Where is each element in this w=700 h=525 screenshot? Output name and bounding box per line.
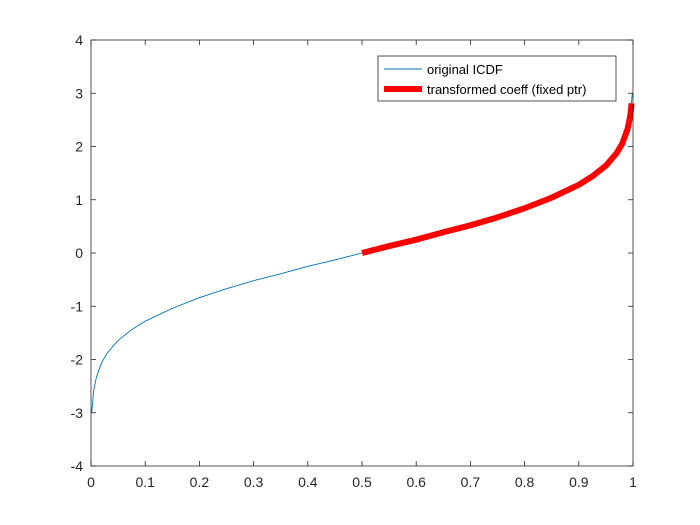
legend-label-1: original ICDF (427, 62, 503, 77)
x-tick-label: 0.4 (298, 474, 318, 490)
y-tick-label: 1 (75, 192, 83, 208)
y-tick-label: -3 (71, 405, 84, 421)
series-layer (91, 93, 635, 413)
x-tick-label: 0.3 (244, 474, 264, 490)
legend: original ICDF transformed coeff (fixed pt… (377, 55, 617, 102)
x-tick-label: 0 (87, 474, 95, 490)
y-tick-label: -2 (71, 352, 84, 368)
y-tick-label: 2 (75, 139, 83, 155)
x-tick-label: 0.9 (569, 474, 589, 490)
y-tick-label: -1 (71, 298, 84, 314)
axes: 0 0.1 0.2 0.3 0.4 0.5 0.6 0.7 0.8 0.9 1 -4 -3 -2 -1 0 1 2… (71, 32, 638, 490)
x-tick-label: 0.2 (190, 474, 210, 490)
y-tick-label: -4 (71, 458, 84, 474)
x-tick-label: 1 (629, 474, 637, 490)
x-tick-label: 0.1 (135, 474, 155, 490)
series-line-2 (361, 103, 635, 256)
legend-box (377, 55, 617, 102)
x-tick-label: 0.6 (406, 474, 426, 490)
x-tick-label: 0.5 (352, 474, 372, 490)
y-tick-label: 3 (75, 85, 83, 101)
ticks: 0 0.1 0.2 0.3 0.4 0.5 0.6 0.7 0.8 0.9 1 -4 -3 -2 -1 0 1 2… (71, 32, 638, 490)
x-tick-label: 0.8 (515, 474, 535, 490)
y-tick-label: 0 (75, 245, 83, 261)
y-tick-label: 4 (75, 32, 83, 48)
x-tick-label: 0.7 (461, 474, 481, 490)
legend-label-2: transformed coeff (fixed ptr) (427, 82, 586, 97)
